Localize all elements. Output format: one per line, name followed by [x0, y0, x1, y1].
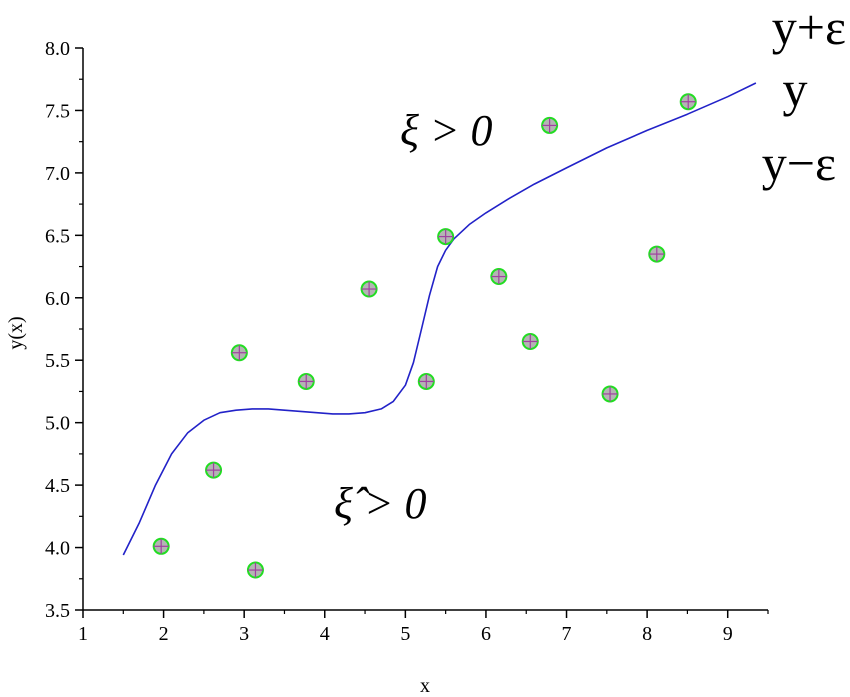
x-tick-label: 3	[239, 623, 249, 645]
data-point	[230, 344, 248, 362]
y-tick-label: 8.0	[45, 38, 70, 60]
data-point	[521, 332, 539, 350]
axes: 3.5 4.0 4.5 5.0 5.5 6.0 6.5 7.0 7.5 8.0 1 2 3 4 5 6 7 8 9	[45, 38, 769, 645]
data-point	[152, 537, 170, 555]
y-tick-label: 4.5	[45, 475, 70, 497]
x-tick-label: 8	[642, 623, 652, 645]
x-axis-title: x	[420, 675, 430, 697]
y-tick-label: 3.5	[45, 600, 70, 622]
y-axis-title: y(x)	[5, 316, 27, 349]
x-tick-label: 2	[159, 623, 169, 645]
data-point	[437, 228, 455, 246]
x-tick-label: 9	[723, 623, 733, 645]
y-tick-label: 6.5	[45, 225, 70, 247]
annotation-xi-hat-positive: ξ̂ > 0	[334, 479, 427, 528]
data-point	[297, 372, 315, 390]
annotation-xi-positive: ξ > 0	[400, 106, 493, 155]
label-center: y	[783, 61, 808, 117]
label-lower-band: y−ε	[762, 135, 836, 191]
y-tick-label: 7.0	[45, 163, 70, 185]
y-tick-label: 6.0	[45, 288, 70, 310]
data-point	[205, 461, 223, 479]
data-point	[601, 385, 619, 403]
label-upper-band: y+ε	[772, 0, 846, 55]
data-point	[417, 372, 435, 390]
x-tick-label: 5	[400, 623, 410, 645]
y-tick-label: 5.5	[45, 350, 70, 372]
data-point	[679, 93, 697, 111]
x-tick-label: 4	[320, 623, 330, 645]
y-tick-label: 5.0	[45, 413, 70, 435]
data-point	[360, 280, 378, 298]
curve-line	[122, 82, 757, 556]
y-tick-label: 4.0	[45, 538, 70, 560]
x-tick-label: 6	[481, 623, 491, 645]
x-tick-label: 7	[562, 623, 572, 645]
regression-curve	[122, 82, 757, 556]
data-point	[648, 245, 666, 263]
data-point	[490, 268, 508, 286]
data-point	[246, 561, 264, 579]
y-tick-label: 7.5	[45, 100, 70, 122]
data-points	[152, 93, 697, 579]
data-point	[541, 116, 559, 134]
x-tick-label: 1	[78, 623, 88, 645]
